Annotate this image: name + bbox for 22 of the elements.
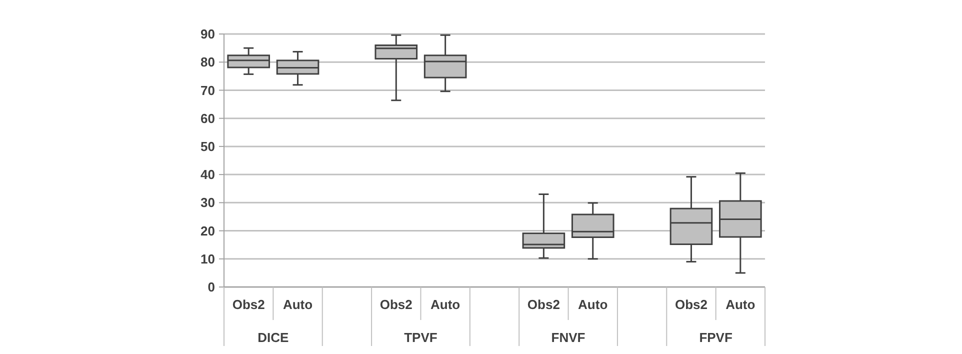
- y-tick-label: 90: [200, 26, 215, 42]
- x-tick-label: Auto: [282, 297, 313, 312]
- y-tick-label: 30: [200, 195, 215, 210]
- x-tick-label: Obs2: [527, 297, 560, 312]
- y-tick-label: 20: [200, 223, 215, 238]
- text: DICE: [258, 330, 290, 345]
- x-tick-label: Auto: [430, 297, 460, 312]
- y-tick-label: 50: [200, 138, 215, 154]
- text: TPVF: [404, 330, 438, 345]
- x-tick-label: Auto: [726, 297, 756, 312]
- text: FNVF: [551, 330, 586, 345]
- x-tick-label: Obs2: [674, 297, 708, 312]
- y-tick-label: 40: [200, 167, 215, 182]
- x-tick-label: Auto: [578, 297, 608, 312]
- y-tick-label: 10: [200, 251, 215, 266]
- text: FPVF: [699, 330, 732, 345]
- y-tick-label: 0: [208, 280, 215, 295]
- y-tick-label: 70: [200, 82, 215, 98]
- y-tick-label: 80: [200, 54, 215, 70]
- x-tick-label: Obs2: [232, 297, 265, 312]
- x-tick-label: Obs2: [380, 297, 412, 312]
- y-tick-label: 60: [200, 110, 215, 126]
